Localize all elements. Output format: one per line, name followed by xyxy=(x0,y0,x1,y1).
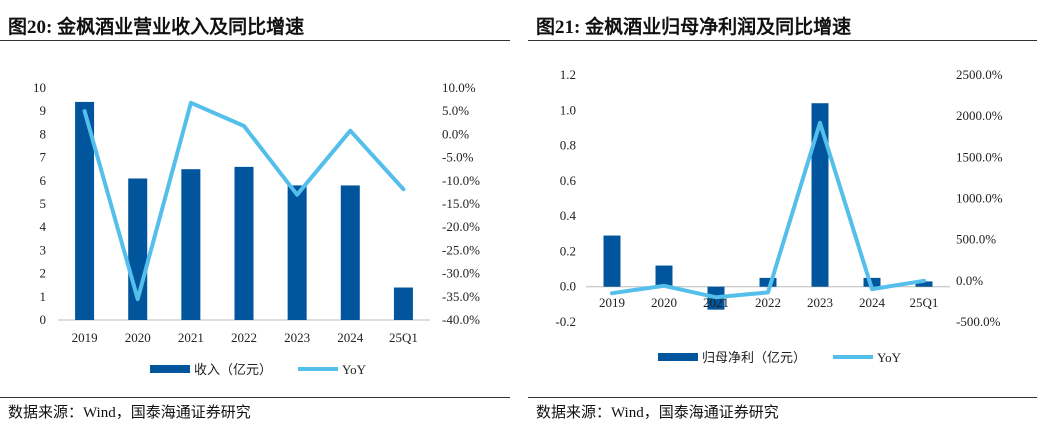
source-rule xyxy=(528,397,1037,398)
right-axis-tick-label: -30.0% xyxy=(442,266,480,281)
bar xyxy=(759,277,777,287)
yoy-line xyxy=(610,120,926,300)
right-axis-tick-label: -25.0% xyxy=(442,242,480,257)
profit-chart-panel: 图21: 金枫酒业归母净利润及同比增速 -0.2 0.0 0.2 0.4 0.6 0.8 1… xyxy=(528,0,1037,424)
bar xyxy=(915,281,933,287)
right-axis-tick-label: 1500.0% xyxy=(956,149,1003,164)
category-label: 2024 xyxy=(337,330,364,345)
left-axis-tick-label: 0 xyxy=(40,312,47,327)
yoy-line xyxy=(82,100,406,302)
right-axis-tick-label: -35.0% xyxy=(442,289,480,304)
left-axis-tick-label: 1.0 xyxy=(560,102,576,117)
revenue-chart: 0 1 2 3 4 5 6 7 8 9 10 -40.0% -35.0% -30.0% -25.0% -20.… xyxy=(33,80,480,377)
legend-line-label: YoY xyxy=(342,362,367,377)
right-axis-tick-label: 0.0% xyxy=(442,126,469,141)
right-axis-tick-label: -20.0% xyxy=(442,219,480,234)
category-label: 2021 xyxy=(703,295,729,310)
source-rule xyxy=(0,397,510,398)
category-label: 2019 xyxy=(599,295,625,310)
right-axis-tick-label: -10.0% xyxy=(442,173,480,188)
category-label: 2020 xyxy=(651,295,677,310)
category-label: 2020 xyxy=(125,330,151,345)
right-axis-tick-label: 10.0% xyxy=(442,80,476,95)
bar xyxy=(811,103,829,287)
title-rule xyxy=(528,40,1037,41)
left-axis-tick-label: 0.4 xyxy=(560,208,577,223)
right-axis-tick-label: 2500.0% xyxy=(956,67,1003,82)
right-axis-tick-label: -15.0% xyxy=(442,196,480,211)
category-label: 2022 xyxy=(755,295,781,310)
source-note: 数据来源：Wind，国泰海通证券研究 xyxy=(8,405,251,421)
revenue-chart-panel: 图20: 金枫酒业营业收入及同比增速 0 1 2 3 4 5 6 7 8 9 10 -40.0% -35… xyxy=(0,0,510,424)
left-axis-tick-label: 0.6 xyxy=(560,173,577,188)
right-axis-tick-label: 5.0% xyxy=(442,103,469,118)
bar xyxy=(234,166,254,320)
category-label: 2023 xyxy=(284,330,310,345)
left-axis-tick-label: 8 xyxy=(40,126,47,141)
right-axis-tick-label: -500.0% xyxy=(956,314,1001,329)
right-axis-tick-label: 2000.0% xyxy=(956,108,1003,123)
bar xyxy=(287,185,307,320)
chart-title: 图20: 金枫酒业营业收入及同比增速 xyxy=(8,17,305,38)
left-axis-tick-label: 0.0 xyxy=(560,279,576,294)
left-axis-tick-label: 5 xyxy=(40,196,47,211)
chart-title: 图21: 金枫酒业归母净利润及同比增速 xyxy=(536,17,852,38)
category-label: 25Q1 xyxy=(910,295,939,310)
left-axis-tick-label: 7 xyxy=(40,150,47,165)
left-axis-tick-label: 1 xyxy=(40,289,47,304)
legend-bar-swatch xyxy=(150,365,190,373)
left-axis-tick-label: 0.8 xyxy=(560,138,576,153)
left-axis-tick-label: 3 xyxy=(40,242,47,257)
left-axis-tick-label: 4 xyxy=(40,219,47,234)
legend-bar-swatch xyxy=(658,353,698,361)
legend-line-label: YoY xyxy=(877,350,902,365)
bar xyxy=(75,101,95,320)
left-axis-tick-label: 1.2 xyxy=(560,67,576,82)
category-label: 25Q1 xyxy=(389,330,418,345)
right-axis-tick-label: 1000.0% xyxy=(956,191,1003,206)
bar xyxy=(393,287,413,320)
category-label: 2022 xyxy=(231,330,257,345)
right-axis-tick-label: -40.0% xyxy=(442,312,480,327)
left-axis-tick-label: -0.2 xyxy=(555,314,576,329)
source-note: 数据来源：Wind，国泰海通证券研究 xyxy=(536,405,779,421)
left-axis-tick-label: 0.2 xyxy=(560,243,576,258)
right-axis-tick-label: 0.0% xyxy=(956,273,983,288)
title-rule xyxy=(0,40,510,41)
category-label: 2024 xyxy=(859,295,886,310)
category-label: 2023 xyxy=(807,295,833,310)
right-axis-tick-label: 500.0% xyxy=(956,232,996,247)
category-label: 2021 xyxy=(178,330,204,345)
bar xyxy=(340,185,360,320)
bar xyxy=(181,169,201,320)
net-profit-chart: -0.2 0.0 0.2 0.4 0.6 0.8 1.0 1.2 -500.0% 0.0% 500.… xyxy=(555,67,1003,365)
legend-bar-label: 归母净利（亿元） xyxy=(702,350,806,365)
right-axis-tick-label: -5.0% xyxy=(442,150,474,165)
bar xyxy=(603,235,621,287)
bar xyxy=(863,277,881,287)
bar xyxy=(655,265,673,287)
left-axis-tick-label: 9 xyxy=(40,103,47,118)
legend-bar-label: 收入（亿元） xyxy=(194,362,272,377)
left-axis-tick-label: 6 xyxy=(40,173,47,188)
category-label: 2019 xyxy=(72,330,98,345)
left-axis-tick-label: 10 xyxy=(33,80,46,95)
left-axis-tick-label: 2 xyxy=(40,266,47,281)
